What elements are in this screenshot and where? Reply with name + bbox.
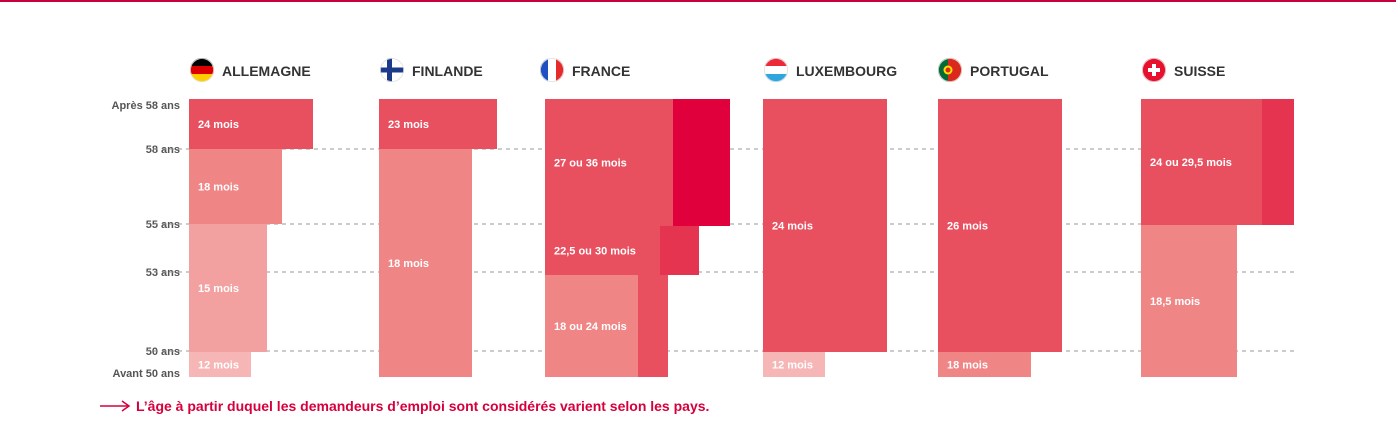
bar-segment [379,149,472,377]
luxembourg-flag-icon [764,58,788,82]
bar-segment [1262,99,1294,225]
data-label: 27 ou 36 mois [554,158,627,170]
bar-segment [763,352,825,377]
data-label: 12 mois [198,360,239,372]
data-label: 15 mois [198,283,239,295]
bar-segment [763,99,887,352]
y-tick-label: 55 ans [146,219,180,231]
country-name: FINLANDE [412,63,483,79]
data-label: 24 mois [198,119,239,131]
bar-segment [189,149,282,224]
country-group: PORTUGAL 26 mois 18 mois [938,58,1062,377]
y-tick-label: Avant 50 ans [113,368,180,380]
bar-segment [189,99,313,149]
country-group: FRANCE 27 ou 36 mois 22,5 ou 30 mois 18 ou … [540,58,730,377]
data-label: 18 mois [947,360,988,372]
bar-segment [660,226,699,275]
bar-segment [189,224,267,352]
data-label: 12 mois [772,360,813,372]
country-group: ALLEMAGNE 24 mois 18 mois 15 mois 12 mois [189,58,313,377]
bar-segment [1141,99,1262,225]
data-label: 24 ou 29,5 mois [1150,157,1232,169]
bar-segment [673,99,730,226]
country-name: ALLEMAGNE [222,63,311,79]
country-name: SUISSE [1174,63,1225,79]
bar-segment [938,99,1062,352]
country-name: LUXEMBOURG [796,63,897,79]
bar-segment [638,275,668,377]
data-label: 22,5 ou 30 mois [554,246,636,258]
y-tick-label: Après 58 ans [112,100,180,112]
data-label: 26 mois [947,221,988,233]
bar-segment [938,352,1031,377]
country-name: FRANCE [572,63,630,79]
bar-segment [1141,225,1237,377]
data-label: 18 mois [388,258,429,270]
data-label: 24 mois [772,221,813,233]
y-tick-label: 53 ans [146,267,180,279]
data-label: 18 ou 24 mois [554,321,627,333]
country-group: LUXEMBOURG 24 mois 12 mois [763,58,897,377]
country-group: SUISSE 24 ou 29,5 mois 18,5 mois [1141,58,1294,377]
portugal-flag-icon [938,58,962,82]
arrow-right-icon [100,400,131,412]
unemployment-duration-chart: Après 58 ans 58 ans 55 ans 53 ans 50 ans Avan… [112,58,1296,380]
footnote-text: L’âge à partir duquel les demandeurs d’e… [136,398,710,414]
data-label: 18 mois [198,182,239,194]
y-tick-label: 58 ans [146,144,180,156]
germany-flag-icon [190,58,214,82]
bar-segment [545,275,638,377]
data-label: 18,5 mois [1150,296,1200,308]
bar-segment [379,99,497,149]
y-tick-label: 50 ans [146,346,180,358]
france-flag-icon [540,58,564,82]
country-name: PORTUGAL [970,63,1049,79]
bar-segment [545,99,673,226]
country-group: FINLANDE 23 mois 18 mois [379,58,497,377]
data-label: 23 mois [388,119,429,131]
bar-segment [545,226,660,275]
top-rule [0,0,1396,2]
bar-segment [189,352,251,377]
footnote: L’âge à partir duquel les demandeurs d’e… [100,398,709,414]
